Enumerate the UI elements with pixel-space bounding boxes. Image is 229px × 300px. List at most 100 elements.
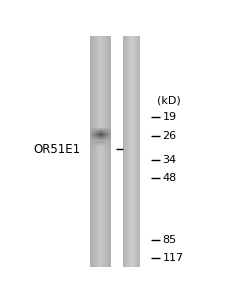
- Bar: [107, 135, 108, 136]
- Bar: [95, 136, 96, 137]
- Bar: [91, 133, 92, 134]
- Bar: [109, 140, 110, 141]
- Bar: [107, 132, 108, 133]
- Bar: [91, 36, 92, 267]
- Bar: [109, 129, 110, 130]
- Bar: [92, 131, 93, 132]
- Bar: [93, 135, 94, 136]
- Bar: [99, 130, 100, 131]
- Bar: [103, 134, 104, 135]
- Bar: [97, 131, 98, 132]
- Bar: [100, 132, 101, 133]
- Bar: [92, 140, 93, 141]
- Bar: [101, 130, 102, 131]
- Bar: [108, 137, 109, 138]
- Bar: [97, 137, 98, 138]
- Bar: [101, 131, 102, 132]
- Bar: [91, 128, 92, 129]
- Bar: [96, 139, 97, 140]
- Bar: [94, 132, 95, 133]
- Bar: [93, 137, 94, 138]
- Bar: [95, 135, 96, 136]
- Bar: [102, 129, 103, 130]
- Bar: [98, 132, 99, 133]
- Bar: [90, 135, 91, 136]
- Bar: [98, 133, 99, 134]
- Bar: [90, 36, 91, 267]
- Bar: [98, 140, 99, 141]
- Bar: [93, 136, 94, 137]
- Bar: [94, 129, 95, 130]
- Bar: [103, 139, 104, 140]
- Bar: [129, 36, 130, 267]
- Bar: [94, 130, 95, 131]
- Bar: [97, 132, 98, 133]
- Bar: [103, 137, 104, 138]
- Bar: [99, 36, 100, 267]
- Bar: [108, 131, 109, 132]
- Bar: [107, 139, 108, 140]
- Bar: [105, 138, 106, 139]
- Text: 26: 26: [162, 131, 176, 142]
- Bar: [91, 131, 92, 132]
- Bar: [123, 36, 124, 267]
- Bar: [96, 129, 97, 130]
- Text: 48: 48: [162, 173, 176, 183]
- Bar: [100, 129, 101, 130]
- Bar: [100, 36, 101, 267]
- Bar: [93, 130, 94, 131]
- Bar: [95, 137, 96, 138]
- Bar: [138, 36, 139, 267]
- Text: 85: 85: [162, 236, 176, 245]
- Bar: [134, 36, 135, 267]
- Bar: [105, 132, 106, 133]
- Bar: [97, 140, 98, 141]
- Bar: [105, 128, 106, 129]
- Bar: [97, 135, 98, 136]
- Bar: [93, 131, 94, 132]
- Bar: [94, 131, 95, 132]
- Bar: [103, 130, 104, 131]
- Bar: [98, 139, 99, 140]
- Bar: [91, 138, 92, 139]
- Bar: [107, 131, 108, 132]
- Bar: [95, 128, 96, 129]
- Bar: [95, 138, 96, 139]
- Bar: [98, 138, 99, 139]
- Bar: [109, 137, 110, 138]
- Bar: [97, 133, 98, 134]
- Bar: [91, 134, 92, 135]
- Bar: [100, 134, 101, 135]
- Bar: [104, 137, 105, 138]
- Bar: [101, 138, 102, 139]
- Bar: [97, 139, 98, 140]
- Bar: [103, 133, 104, 134]
- Bar: [98, 137, 99, 138]
- Bar: [91, 135, 92, 136]
- Bar: [95, 131, 96, 132]
- Bar: [137, 36, 138, 267]
- Bar: [126, 36, 127, 267]
- Bar: [102, 139, 103, 140]
- Bar: [104, 133, 105, 134]
- Bar: [109, 139, 110, 140]
- Bar: [101, 134, 102, 135]
- Bar: [102, 138, 103, 139]
- Bar: [90, 129, 91, 130]
- Bar: [90, 134, 91, 135]
- Bar: [104, 140, 105, 141]
- Bar: [105, 131, 106, 132]
- Bar: [107, 128, 108, 129]
- Bar: [91, 130, 92, 131]
- Bar: [104, 135, 105, 136]
- Bar: [109, 135, 110, 136]
- Bar: [105, 129, 106, 130]
- Bar: [106, 135, 107, 136]
- Bar: [91, 132, 92, 133]
- Bar: [99, 139, 100, 140]
- Bar: [102, 140, 103, 141]
- Bar: [109, 138, 110, 139]
- Bar: [94, 134, 95, 135]
- Bar: [106, 129, 107, 130]
- Bar: [94, 36, 95, 267]
